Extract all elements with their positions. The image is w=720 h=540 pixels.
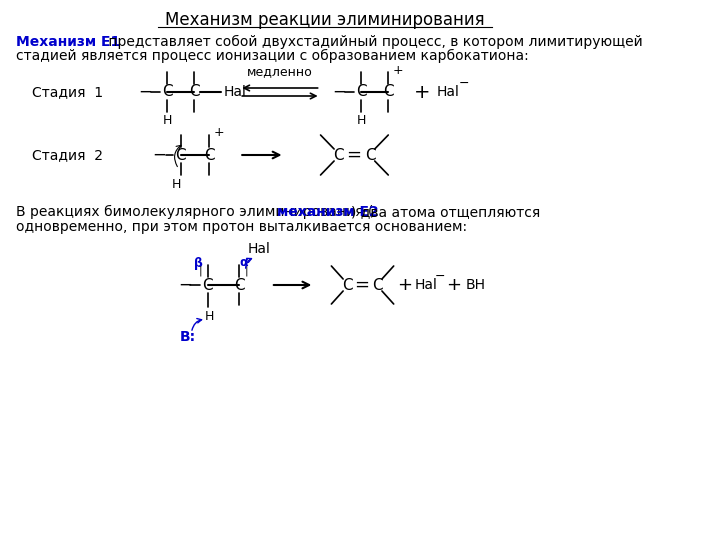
Text: +: + xyxy=(397,276,412,294)
Text: механизм E2: механизм E2 xyxy=(277,205,379,219)
Text: C: C xyxy=(175,147,186,163)
Text: H: H xyxy=(356,113,366,126)
Text: H: H xyxy=(204,310,214,323)
Text: −: − xyxy=(178,276,192,294)
Text: Механизм E1: Механизм E1 xyxy=(17,35,120,49)
Text: +: + xyxy=(446,276,461,294)
Text: В реакциях бимолекулярного элиминирования (: В реакциях бимолекулярного элиминировани… xyxy=(17,205,374,219)
Text: C: C xyxy=(342,278,353,293)
Text: −: − xyxy=(138,83,153,101)
Text: H: H xyxy=(171,179,181,192)
Text: Механизм реакции элиминирования: Механизм реакции элиминирования xyxy=(166,11,485,29)
Text: C: C xyxy=(204,147,215,163)
Text: C: C xyxy=(234,278,245,293)
Text: =: = xyxy=(354,276,369,294)
Text: C: C xyxy=(189,84,199,99)
Text: |: | xyxy=(245,266,248,276)
Text: +: + xyxy=(393,64,403,77)
Text: C: C xyxy=(383,84,394,99)
Text: α: α xyxy=(240,256,248,269)
Text: =: = xyxy=(346,146,361,164)
Text: BH: BH xyxy=(466,278,486,292)
Text: C: C xyxy=(333,147,344,163)
Text: −: − xyxy=(333,83,346,101)
Text: стадией является процесс ионизации с образованием карбокатиона:: стадией является процесс ионизации с обр… xyxy=(17,49,529,63)
Text: одновременно, при этом протон выталкивается основанием:: одновременно, при этом протон выталкивае… xyxy=(17,220,467,234)
Text: Hal: Hal xyxy=(223,85,246,99)
Text: Hal: Hal xyxy=(248,242,271,256)
Text: C: C xyxy=(162,84,172,99)
Text: −: − xyxy=(459,77,469,90)
Text: −: − xyxy=(434,269,445,282)
Text: C: C xyxy=(372,278,383,293)
Text: C: C xyxy=(365,147,376,163)
Text: Hal: Hal xyxy=(436,85,459,99)
Text: Стадия  2: Стадия 2 xyxy=(32,148,103,162)
Text: +: + xyxy=(414,83,431,102)
Text: +: + xyxy=(214,126,225,139)
Text: Hal: Hal xyxy=(415,278,438,292)
Text: медленно: медленно xyxy=(247,65,312,78)
Text: C: C xyxy=(202,278,213,293)
Text: C: C xyxy=(356,84,366,99)
Text: β: β xyxy=(194,256,203,269)
Text: ) два атома отщепляются: ) два атома отщепляются xyxy=(351,205,541,219)
Text: представляет собой двухстадийный процесс, в котором лимитирующей: представляет собой двухстадийный процесс… xyxy=(104,35,642,49)
Text: B:: B: xyxy=(180,330,196,344)
Text: H: H xyxy=(162,113,172,126)
Text: Стадия  1: Стадия 1 xyxy=(32,85,103,99)
Text: −: − xyxy=(152,146,166,164)
Text: |: | xyxy=(199,266,202,276)
